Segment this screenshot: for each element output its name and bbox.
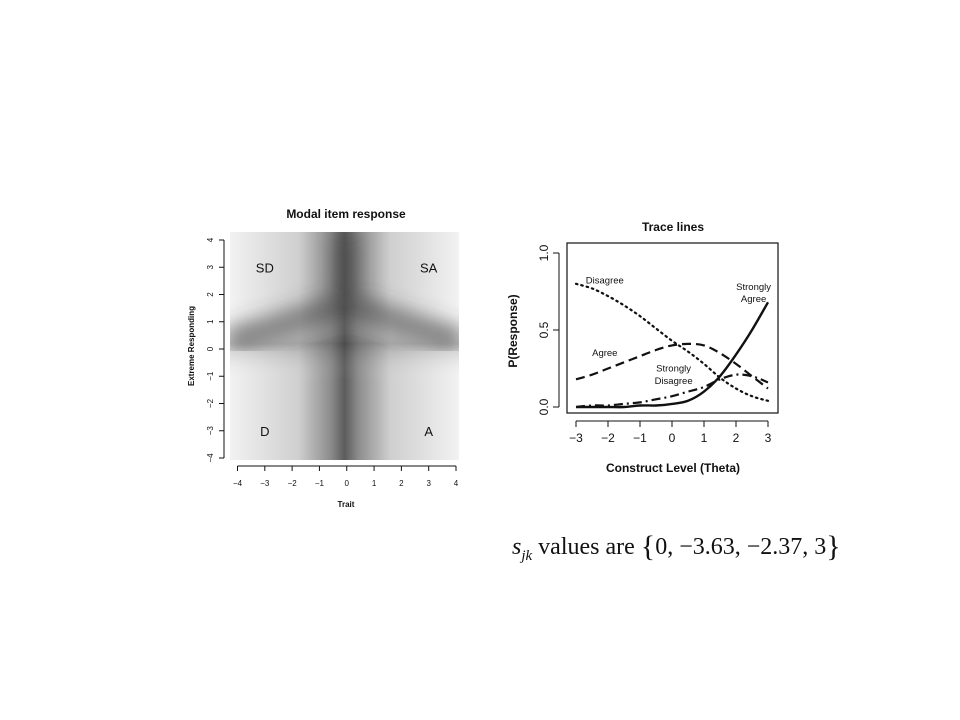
trace-y-tick-label: 1.0: [537, 244, 551, 261]
trace-ylabel: P(Response): [506, 294, 520, 367]
trace-annotation-label: Strongly: [736, 282, 771, 293]
heatmap-x-tick-label: −3: [260, 479, 270, 488]
sjk-values-formula: sjk values are {0, −3.63, −2.37, 3}: [512, 530, 841, 565]
heatmap-y-tick-label: 0: [206, 346, 215, 351]
heatmap-x-tick-label: 2: [399, 479, 404, 488]
trace-plot-frame: [566, 242, 779, 414]
trace-annotation-label: Disagree: [655, 376, 693, 387]
heatmap-x-tick-label: 0: [345, 479, 350, 488]
trace-series: [574, 282, 770, 409]
heatmap-y-tick-label: −2: [206, 398, 215, 408]
heatmap-x-tick-label: 3: [426, 479, 431, 488]
heatmap-region-label: SD: [256, 260, 274, 275]
trace-chart: Trace lines −3 −2 −1 0 1 2 3 0.0 0.5 1.0 Disagree…: [506, 220, 779, 475]
heatmap-y-tick-label: 2: [206, 292, 215, 297]
heatmap-xlabel: Trait: [338, 500, 355, 509]
trace-xlabel: Construct Level (Theta): [606, 461, 740, 475]
heatmap-y-tick-label: 1: [206, 319, 215, 324]
trace-x-tick-label: −3: [569, 431, 583, 445]
trace-x-tick-label: 2: [733, 431, 740, 445]
trace-annotation-label: Agree: [592, 348, 617, 359]
trace-annotation-label: Strongly: [656, 364, 691, 375]
series-disagree-line: [574, 282, 770, 402]
trace-x-tick-label: −1: [633, 431, 647, 445]
heatmap-title: Modal item response: [286, 207, 406, 221]
trace-y-tick-label: 0.0: [537, 398, 551, 415]
series-strongly-agree-line: [575, 301, 770, 409]
trace-x-tick-label: 1: [701, 431, 708, 445]
formula-close-brace: }: [826, 530, 841, 563]
series-agree-line: [575, 342, 769, 390]
trace-annotation-label: Disagree: [586, 276, 624, 287]
heatmap-region-label: SA: [420, 260, 438, 275]
heatmap-x-tick-label: 1: [372, 479, 377, 488]
formula-symbol: s: [512, 534, 522, 560]
heatmap-x-tick-label: −4: [233, 479, 243, 488]
formula-values: 0, −3.63, −2.37, 3: [655, 534, 827, 560]
heatmap-y-tick-label: 3: [206, 264, 215, 269]
formula-open-brace: {: [640, 530, 656, 563]
heatmap-y-tick-label: −1: [206, 371, 215, 381]
formula-subscript: jk: [521, 547, 533, 564]
heatmap-x-tick-label: 4: [454, 479, 459, 488]
heatmap-x-tick-label: −1: [315, 479, 325, 488]
heatmap-ylabel: Extreme Responding: [187, 306, 196, 386]
heatmap-y-tick-label: −4: [206, 453, 215, 463]
heatmap-region-label: A: [424, 424, 433, 439]
series-strongly-disagree-line: [575, 373, 769, 409]
trace-x-tick-label: 0: [669, 431, 676, 445]
trace-annotations: DisagreeAgreeStronglyDisagreeStronglyAgr…: [586, 276, 771, 387]
heatmap-x-tick-label: −2: [288, 479, 298, 488]
heatmap-y-tick-label: 4: [206, 237, 215, 242]
trace-annotation-label: Agree: [741, 294, 766, 305]
trace-title: Trace lines: [642, 220, 704, 234]
trace-x-tick-label: 3: [765, 431, 772, 445]
heatmap-y-tick-label: −3: [206, 426, 215, 436]
formula-text: values are: [538, 534, 635, 560]
heatmap-region-labels: SD SA D A: [256, 260, 438, 439]
heatmap-chart: Modal item response −4 −3 −2 −1 0 1 2 3 4−4−3−2−…: [187, 207, 459, 509]
heatmap-surface: [230, 232, 459, 460]
heatmap-region-label: D: [260, 424, 269, 439]
trace-x-tick-label: −2: [601, 431, 615, 445]
trace-y-tick-label: 0.5: [537, 321, 551, 338]
trace-axes: −3 −2 −1 0 1 2 3 0.0 0.5 1.0: [537, 244, 772, 445]
heatmap-axes: −4 −3 −2 −1 0 1 2 3 4 −4 −3 −2 −1 0 1 2 3 4: [206, 237, 459, 488]
